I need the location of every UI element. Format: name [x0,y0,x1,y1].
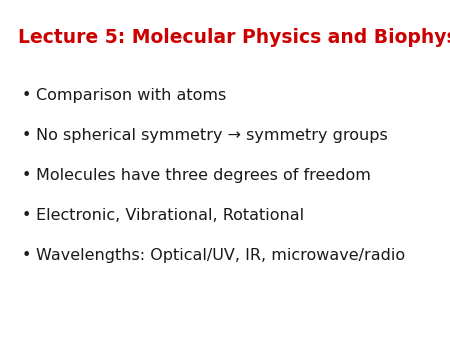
Text: •: • [21,248,31,263]
Text: Comparison with atoms: Comparison with atoms [36,88,226,103]
Text: •: • [21,128,31,143]
Text: •: • [21,168,31,183]
Text: •: • [21,88,31,103]
Text: •: • [21,208,31,223]
Text: No spherical symmetry → symmetry groups: No spherical symmetry → symmetry groups [36,128,388,143]
Text: Molecules have three degrees of freedom: Molecules have three degrees of freedom [36,168,371,183]
Text: Lecture 5: Molecular Physics and Biophysics: Lecture 5: Molecular Physics and Biophys… [18,28,450,47]
Text: Electronic, Vibrational, Rotational: Electronic, Vibrational, Rotational [36,208,304,223]
Text: Wavelengths: Optical/UV, IR, microwave/radio: Wavelengths: Optical/UV, IR, microwave/r… [36,248,405,263]
